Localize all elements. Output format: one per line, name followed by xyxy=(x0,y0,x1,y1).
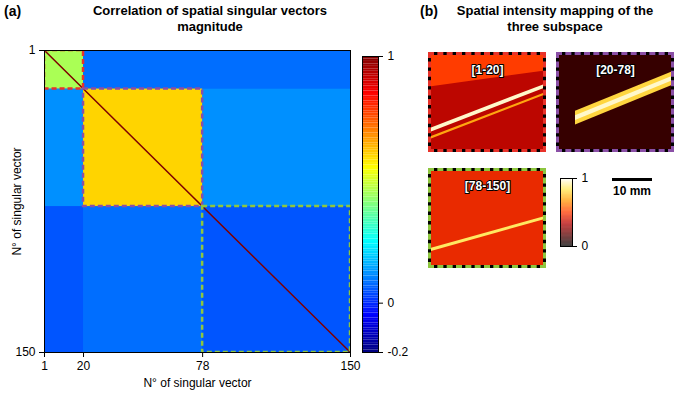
svg-text:[20-78]: [20-78] xyxy=(596,63,635,77)
svg-text:1: 1 xyxy=(29,43,36,57)
svg-text:[78-150]: [78-150] xyxy=(465,179,510,193)
svg-text:150: 150 xyxy=(15,345,35,359)
svg-text:N° of singular vector: N° of singular vector xyxy=(10,147,24,255)
svg-text:78: 78 xyxy=(196,359,210,373)
svg-text:N° of singular vector: N° of singular vector xyxy=(143,376,251,390)
svg-text:1: 1 xyxy=(582,171,589,185)
svg-text:0: 0 xyxy=(388,296,395,310)
svg-text:[1-20]: [1-20] xyxy=(471,63,503,77)
html-text:Spatial intensity mapping of t: Spatial intensity mapping of the three s… xyxy=(456,3,654,34)
html-text:Correlation of spatial singula: Correlation of spatial singular vectors … xyxy=(93,3,327,34)
html-text:10 mm: 10 mm xyxy=(613,184,651,198)
svg-text:-0.2: -0.2 xyxy=(388,345,409,359)
svg-text:1: 1 xyxy=(388,49,395,63)
svg-text:1: 1 xyxy=(41,359,48,373)
svg-text:0: 0 xyxy=(582,239,589,253)
html-text:(a): (a) xyxy=(4,3,22,19)
svg-text:150: 150 xyxy=(340,359,360,373)
html-text:(b): (b) xyxy=(420,3,438,19)
svg-text:20: 20 xyxy=(77,359,91,373)
